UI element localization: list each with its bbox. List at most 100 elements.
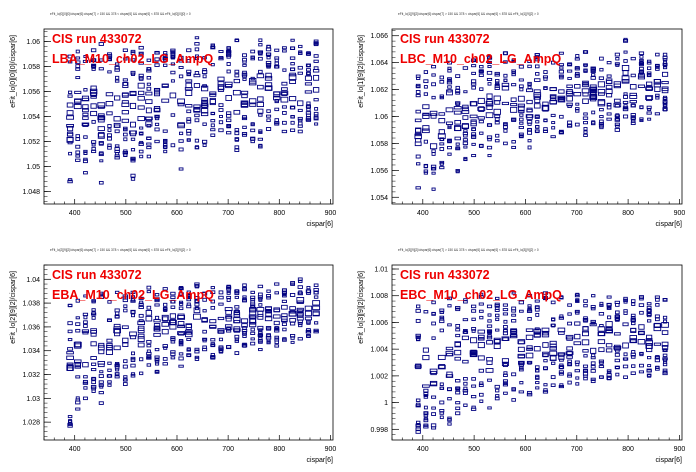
data-point <box>113 122 121 128</box>
data-point <box>233 319 241 324</box>
data-point <box>527 361 532 365</box>
data-point <box>503 325 508 329</box>
data-point <box>68 419 73 424</box>
data-point <box>107 143 112 148</box>
data-point <box>258 129 263 134</box>
data-point <box>462 66 469 70</box>
data-point <box>471 58 477 63</box>
data-point <box>186 347 191 351</box>
data-point <box>479 399 484 403</box>
data-point <box>91 58 96 62</box>
data-point <box>258 43 263 47</box>
data-point <box>542 75 548 79</box>
data-point <box>240 318 249 324</box>
data-point <box>241 116 248 121</box>
data-point <box>550 60 556 65</box>
data-point <box>130 299 136 303</box>
data-point <box>185 104 193 108</box>
data-point <box>438 118 446 124</box>
data-point <box>194 36 200 40</box>
data-point <box>455 386 460 391</box>
data-point <box>517 95 525 102</box>
data-point <box>179 341 184 345</box>
data-point <box>290 67 296 72</box>
data-point <box>201 99 209 104</box>
data-point <box>501 358 509 363</box>
data-point <box>314 107 319 111</box>
data-point <box>583 120 588 125</box>
data-point <box>170 79 175 83</box>
data-point <box>273 320 280 326</box>
data-point <box>178 292 184 296</box>
data-point <box>565 90 574 96</box>
data-point <box>138 313 144 318</box>
data-point <box>549 355 557 361</box>
data-point <box>218 290 224 295</box>
data-point <box>614 128 620 132</box>
data-point <box>210 299 216 304</box>
data-point <box>258 347 263 352</box>
data-point <box>75 158 81 162</box>
data-point <box>558 370 564 374</box>
x-tick-label: 700 <box>571 210 583 217</box>
data-point <box>502 303 508 307</box>
data-point <box>200 103 209 108</box>
data-point <box>242 286 247 291</box>
data-point <box>107 52 112 56</box>
data-point <box>146 290 152 294</box>
data-point <box>67 347 74 351</box>
data-point <box>510 102 518 107</box>
data-point <box>306 52 311 56</box>
data-point <box>423 395 429 399</box>
data-point <box>479 315 484 320</box>
data-point <box>558 51 564 55</box>
data-point <box>638 370 645 374</box>
data-point <box>162 316 169 322</box>
data-point <box>186 72 192 76</box>
data-point <box>607 315 612 320</box>
chart-panel-3: eFit_lo[2][9][2]/cispar[6]:cispar[7] > 1… <box>10 248 336 464</box>
data-point <box>194 302 200 307</box>
data-point <box>138 142 144 146</box>
data-point <box>97 115 106 121</box>
data-point <box>646 348 653 353</box>
data-point <box>266 109 271 113</box>
data-point <box>210 63 215 67</box>
data-point <box>304 90 313 94</box>
data-point <box>258 50 263 55</box>
data-point <box>477 341 485 349</box>
data-point <box>186 353 192 357</box>
data-point <box>598 347 605 353</box>
data-point <box>461 123 470 129</box>
x-tick-label: 400 <box>417 210 429 217</box>
data-point <box>446 121 453 126</box>
data-point <box>647 107 652 112</box>
data-point <box>533 103 541 109</box>
data-point <box>623 375 628 379</box>
x-tick-label: 400 <box>69 210 81 217</box>
data-point <box>97 361 106 365</box>
data-point <box>590 369 596 373</box>
data-point <box>543 127 548 131</box>
data-point <box>447 77 452 81</box>
data-point <box>471 142 476 146</box>
data-point <box>121 118 130 123</box>
data-point <box>567 303 572 307</box>
data-point <box>249 309 257 316</box>
data-point <box>240 101 249 108</box>
data-point <box>250 128 256 133</box>
data-point <box>551 126 556 130</box>
data-point <box>266 52 272 56</box>
data-point <box>486 324 493 328</box>
data-point <box>429 110 438 117</box>
data-point <box>597 332 606 337</box>
data-point <box>486 104 493 110</box>
data-point <box>527 294 533 298</box>
data-point <box>242 330 247 335</box>
data-point <box>567 120 573 125</box>
data-point <box>90 330 97 334</box>
data-point <box>154 57 160 62</box>
data-point <box>663 319 668 324</box>
data-point <box>429 143 438 150</box>
data-point <box>170 70 176 75</box>
